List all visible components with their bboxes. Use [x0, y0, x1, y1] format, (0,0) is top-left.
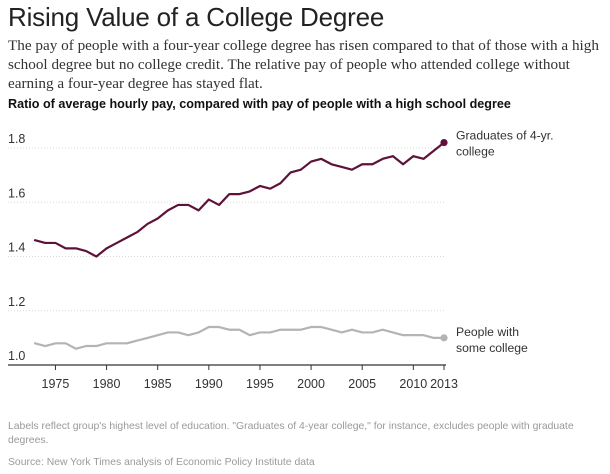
series-label: Graduates of 4-yr.	[456, 129, 554, 143]
x-tick-label: 2005	[348, 377, 376, 391]
x-tick-label: 2000	[297, 377, 325, 391]
x-tick-label: 2013	[430, 377, 458, 391]
series-labels: Graduates of 4-yr. college People with some…	[456, 129, 554, 355]
series-end-point	[440, 138, 448, 147]
y-tick-label: 1.4	[8, 241, 25, 255]
series-label: some college	[456, 341, 528, 355]
series-label: college	[456, 145, 495, 159]
y-tick-label: 1.6	[8, 186, 25, 200]
footnote: Labels reflect group's highest level of …	[8, 421, 574, 446]
page-subtitle: The pay of people with a four-year colle…	[8, 37, 599, 92]
x-axis: 1975 1980 1985 1990 1995 2000 2005 2010 2013	[42, 365, 458, 391]
x-tick-label: 1995	[246, 377, 274, 391]
series-label: People with	[456, 325, 519, 339]
series-line-college-graduates	[33, 141, 446, 258]
page-title: Rising Value of a College Degree	[8, 2, 385, 32]
x-tick-label: 1985	[144, 377, 172, 391]
chart-title: Ratio of average hourly pay, compared wi…	[8, 97, 511, 111]
series-end-point	[440, 334, 448, 342]
series-line-some-college	[33, 325, 446, 350]
source-note: Source: New York Times analysis of Econo…	[8, 457, 315, 468]
series-lines	[33, 138, 448, 350]
x-tick-label: 1980	[93, 377, 121, 391]
gridlines	[8, 147, 446, 366]
x-tick-label: 1990	[195, 377, 223, 391]
y-tick-label: 1.2	[8, 295, 25, 309]
y-tick-label: 1.8	[8, 132, 25, 146]
y-axis-labels: 1.0 1.2 1.4 1.6 1.8	[8, 132, 25, 363]
x-tick-label: 2010	[399, 377, 427, 391]
x-tick-label: 1975	[42, 377, 70, 391]
y-tick-label: 1.0	[8, 349, 25, 363]
